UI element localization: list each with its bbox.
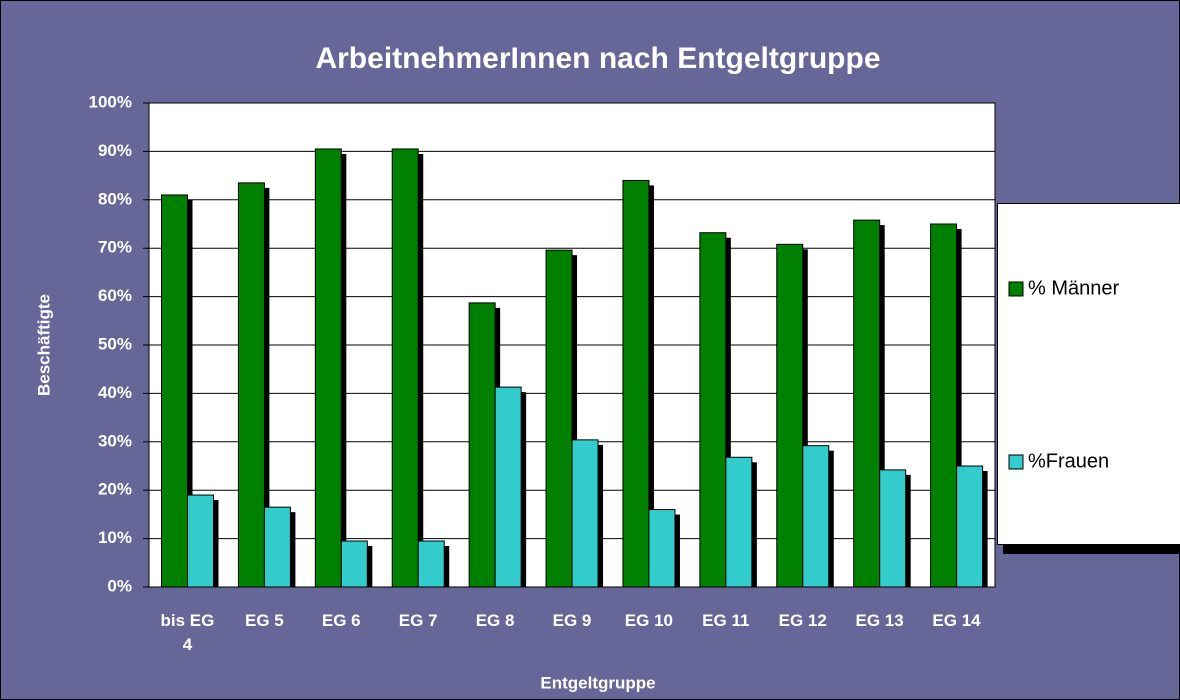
bar [494,386,522,588]
bar [648,509,676,588]
x-tick-label: EG 6 [321,611,361,630]
y-tick-label: 10% [98,528,132,547]
x-tick-label: EG 11 [702,611,750,630]
legend-label: %Frauen [1028,450,1109,472]
legend-swatch [1008,454,1024,470]
y-tick-label: 50% [98,334,132,353]
x-tick-label: EG 5 [244,611,284,630]
bar [468,302,496,588]
bar [930,223,958,588]
bar [545,249,573,588]
y-tick-label: 40% [98,383,132,402]
y-tick-label: 70% [98,238,132,257]
x-tick-label: EG 12 [778,611,827,630]
bar [879,469,907,588]
x-tick-label: EG 13 [855,611,904,630]
x-tick-label: bis EG 4 [160,611,215,654]
x-tick-label: EG 9 [552,611,592,630]
legend-swatch [1008,281,1024,297]
bar [237,182,265,588]
y-tick-label: 0% [107,576,132,595]
x-tick-label: EG 8 [475,611,515,630]
legend-box [997,203,1180,545]
x-tick-label: EG 14 [932,611,981,630]
y-tick-label: 100% [89,92,132,111]
y-tick-label: 90% [98,141,132,160]
bar [314,148,342,588]
bar [725,456,753,588]
chart-title: ArbeitnehmerInnen nach Entgeltgruppe [315,42,880,75]
bar [956,465,984,588]
bar [161,194,188,588]
bar [802,445,830,588]
y-tick-label: 80% [98,189,132,208]
bar [853,219,881,588]
y-tick-label: 30% [98,431,132,450]
y-axis-label: Beschäftigte [34,294,53,396]
bar [776,243,804,588]
y-tick-label: 60% [98,286,132,305]
bar [391,148,419,588]
bar [417,540,445,588]
x-axis-label: Entgeltgruppe [540,673,655,692]
bar [340,540,368,588]
bar [187,494,214,588]
x-tick-label: EG 10 [624,611,673,630]
x-tick-label: EG 7 [398,611,438,630]
bar [622,179,650,588]
legend-label: % Männer [1028,277,1119,299]
bar [699,232,727,588]
y-tick-label: 20% [98,480,132,499]
bar [263,506,291,588]
bar [571,439,599,588]
